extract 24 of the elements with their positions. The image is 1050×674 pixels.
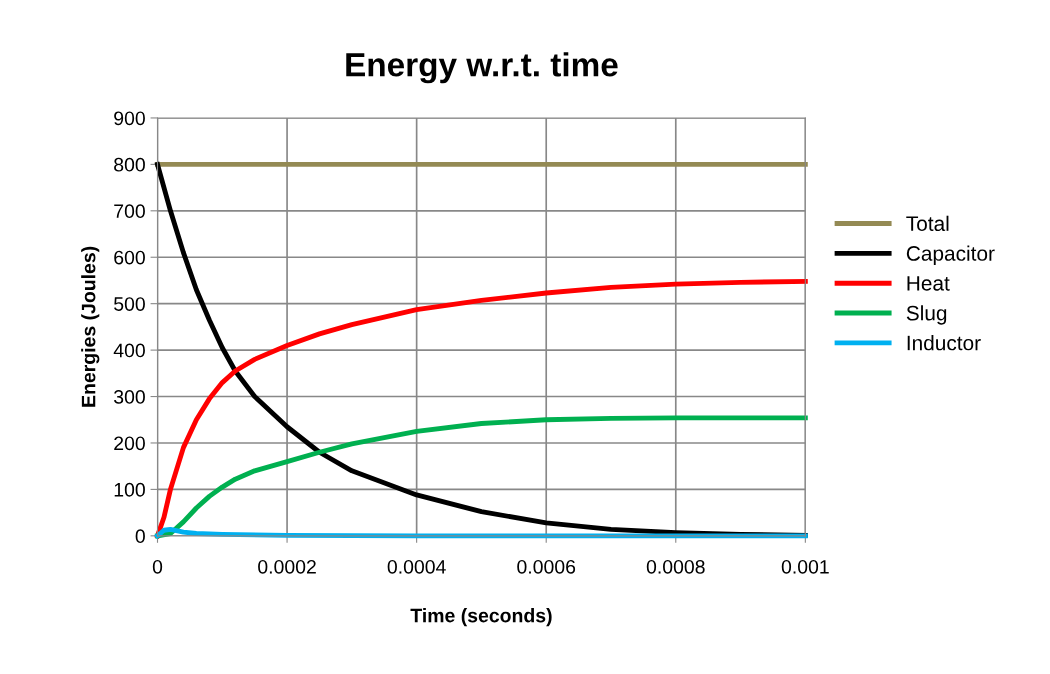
x-tick-label: 0.0002	[258, 559, 316, 574]
legend-label: Inductor	[907, 335, 981, 351]
y-axis-title: Energies (Joules)	[81, 246, 100, 407]
legend-label: Slug	[906, 305, 947, 325]
y-tick-label: 0	[135, 529, 145, 544]
y-tick-label: 100	[114, 482, 145, 497]
x-tick-label: 0.0004	[387, 559, 446, 574]
y-tick-label: 400	[113, 343, 145, 358]
legend-label: Total	[906, 215, 949, 232]
x-tick-label: 0.0006	[517, 559, 576, 574]
y-tick-label: 600	[114, 250, 145, 265]
legend-label: Heat	[907, 276, 950, 291]
chart-title: Energy w.r.t. time	[346, 52, 618, 84]
x-axis-title: Time (seconds)	[410, 608, 552, 627]
x-tick-label: 0.0008	[646, 559, 705, 574]
y-tick-label: 300	[114, 390, 145, 404]
y-tick-label: 900	[114, 111, 145, 126]
y-tick-label: 200	[114, 436, 145, 451]
y-tick-label: 500	[114, 297, 145, 311]
y-tick-label: 700	[114, 204, 145, 219]
y-tick-label: 800	[114, 157, 145, 172]
x-tick-label: 0	[152, 559, 163, 574]
legend-label: Capacitor	[906, 245, 995, 265]
x-tick-label: 0.001	[781, 559, 829, 574]
